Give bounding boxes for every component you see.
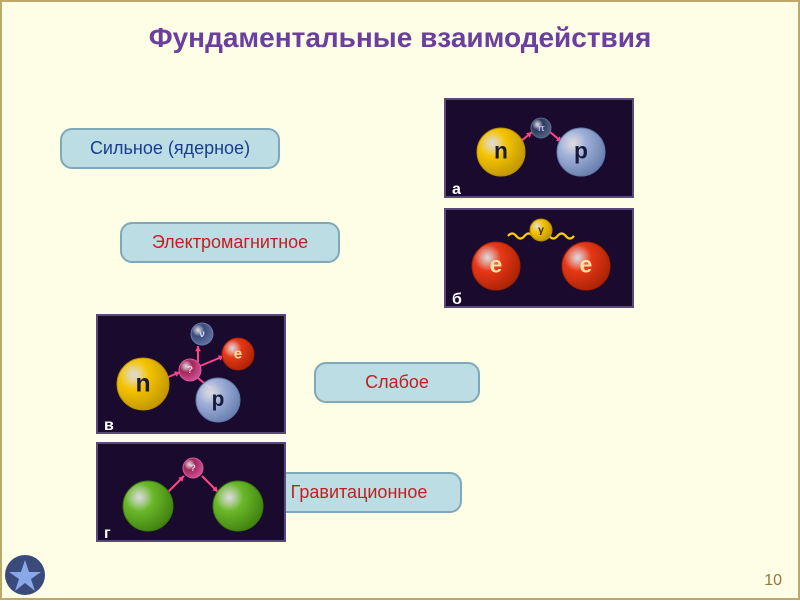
svg-text:p: p	[574, 138, 588, 164]
svg-text:?: ?	[187, 365, 193, 376]
svg-text:ν: ν	[199, 329, 205, 340]
svg-text:?: ?	[190, 463, 196, 474]
label-strong: Сильное (ядерное)	[60, 128, 280, 169]
svg-text:n: n	[135, 370, 150, 397]
svg-text:γ: γ	[538, 225, 544, 236]
svg-text:в: в	[104, 417, 114, 434]
label-weak: Слабое	[314, 362, 480, 403]
svg-text:p: p	[212, 388, 225, 411]
svg-text:e: e	[234, 345, 242, 362]
svg-text:а: а	[452, 181, 461, 198]
diagram-weak: n p e ν ? в	[96, 314, 286, 434]
label-electromagnetic: Электромагнитное	[120, 222, 340, 263]
svg-text:π: π	[537, 123, 545, 134]
svg-text:г: г	[104, 525, 111, 542]
page-title: Фундаментальные взаимодействия	[32, 22, 768, 54]
diagram-strong: n p π а	[444, 98, 634, 198]
diagram-em: e e γ б	[444, 208, 634, 308]
svg-text:e: e	[580, 252, 593, 278]
slide: Фундаментальные взаимодействия Сильное (…	[0, 0, 800, 600]
logo-icon	[4, 554, 46, 596]
page-number: 10	[764, 572, 782, 590]
svg-text:n: n	[494, 138, 508, 164]
svg-text:б: б	[452, 291, 462, 308]
svg-text:e: e	[490, 252, 503, 278]
diagram-grav: ?г	[96, 442, 286, 542]
